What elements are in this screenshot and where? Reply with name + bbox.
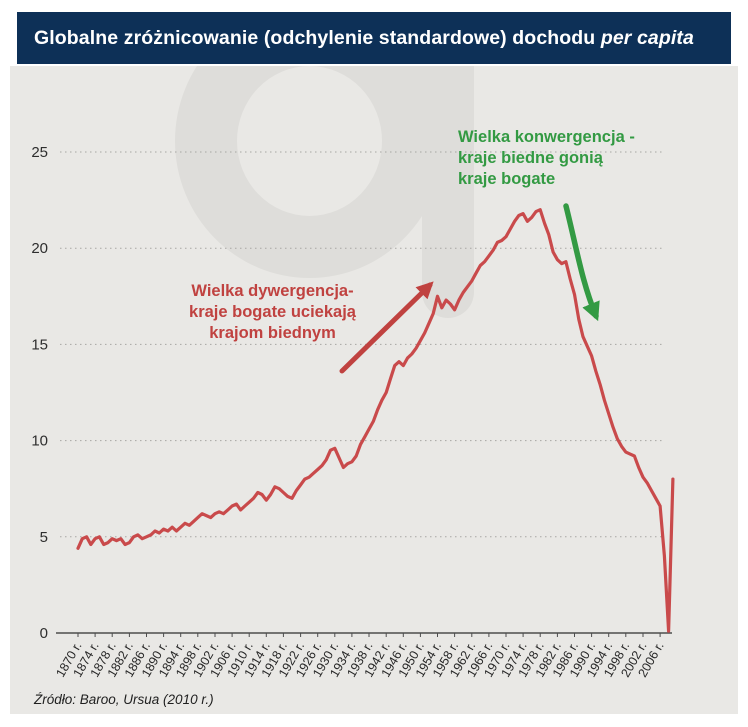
y-tick-label: 10 <box>31 433 48 450</box>
divergence-note-line: Wielka dywergencja- <box>191 282 354 300</box>
divergence-note: Wielka dywergencja- kraje bogate uciekaj… <box>150 281 395 344</box>
page-title-italic: per capita <box>600 26 694 49</box>
y-tick-label: 0 <box>40 625 48 642</box>
title-bar: Globalne zróżnicowanie (odchylenie stand… <box>17 12 731 64</box>
convergence-note: Wielka konwergencja - kraje biedne gonią… <box>458 127 688 190</box>
y-tick-label: 15 <box>31 336 48 353</box>
page-title: Globalne zróżnicowanie (odchylenie stand… <box>34 26 601 49</box>
watermark-logo-stem <box>422 66 474 318</box>
source-caption: Źródło: Baroo, Ursua (2010 r.) <box>34 692 214 707</box>
y-tick-label: 25 <box>31 144 48 161</box>
y-tick-label: 5 <box>40 529 48 546</box>
y-tick-label: 20 <box>31 240 48 257</box>
convergence-note-line: kraje biedne gonią <box>458 149 603 167</box>
series-line <box>76 208 675 633</box>
divergence-note-line: kraje bogate uciekają <box>189 303 356 321</box>
divergence-note-line: krajom biednym <box>209 324 336 342</box>
convergence-arrow-icon <box>563 203 600 322</box>
convergence-note-line: kraje bogate <box>458 170 556 188</box>
divergence-arrow-icon <box>339 281 434 374</box>
chart-panel <box>10 66 738 714</box>
convergence-note-line: Wielka konwergencja - <box>458 128 635 146</box>
